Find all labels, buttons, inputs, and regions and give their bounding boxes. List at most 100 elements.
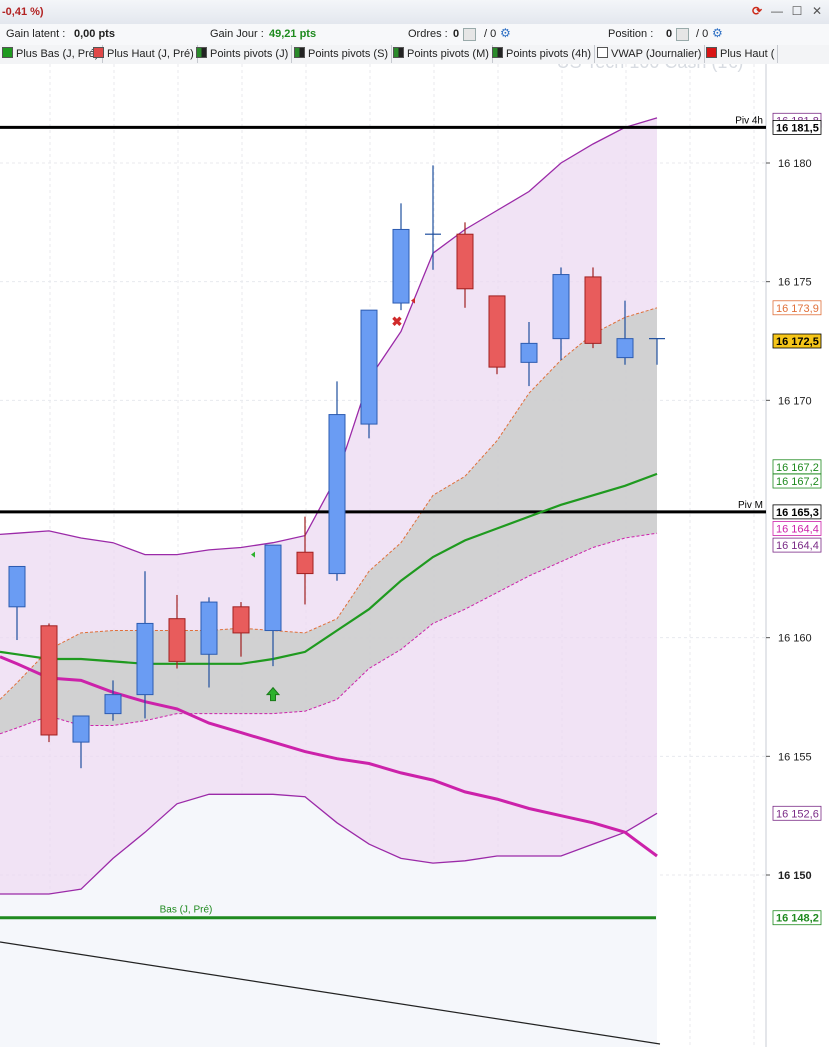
pivot-level-label: Bas (J, Pré) bbox=[160, 905, 213, 916]
candle bbox=[520, 322, 538, 387]
price-label: 16 164,4 bbox=[772, 537, 822, 553]
keltner-band-fill bbox=[0, 307, 657, 734]
legend-item[interactable]: Plus Bas (J, Pré) bbox=[0, 45, 103, 63]
legend-swatch-icon bbox=[597, 47, 608, 58]
candle-body bbox=[584, 276, 602, 344]
price-label-box bbox=[772, 120, 822, 135]
price-label-text: 16 165,3 bbox=[776, 507, 819, 519]
legend-label: VWAP (Journalier) bbox=[611, 48, 702, 60]
legend-item[interactable]: Plus Haut (J, Pré) bbox=[91, 45, 198, 63]
candle bbox=[488, 295, 506, 375]
position-close-icon[interactable] bbox=[676, 28, 689, 41]
price-label-text: 16 167,2 bbox=[776, 476, 819, 488]
ordres-total: / 0 bbox=[484, 28, 497, 40]
candle-body bbox=[104, 694, 122, 715]
legend-item[interactable]: Points pivots (J) bbox=[194, 45, 293, 63]
candle-body bbox=[488, 295, 506, 368]
price-label-text: 16 152,6 bbox=[776, 808, 819, 820]
trend-line bbox=[0, 941, 661, 1045]
price-label-box bbox=[772, 300, 822, 316]
candle bbox=[360, 309, 378, 439]
maximize-icon[interactable]: ☐ bbox=[791, 4, 803, 18]
price-label-box bbox=[772, 504, 822, 520]
candle-body bbox=[552, 274, 570, 340]
pivot-level-label: Piv M bbox=[738, 500, 763, 511]
legend-swatch-icon bbox=[2, 47, 13, 58]
gain-latent-label: Gain latent : bbox=[6, 28, 66, 40]
legend-item[interactable]: Points pivots (M) bbox=[391, 45, 493, 63]
price-label-text: 16 173,9 bbox=[776, 303, 819, 315]
price-label-box bbox=[772, 521, 822, 536]
gain-jour-value: 49,21 pts bbox=[269, 28, 317, 40]
legend-item[interactable]: VWAP (Journalier) bbox=[595, 45, 706, 63]
gain-latent-value: 0,00 pts bbox=[74, 28, 115, 40]
candle-body bbox=[136, 622, 154, 696]
candle bbox=[104, 680, 122, 721]
candle bbox=[392, 203, 410, 311]
bollinger-upper-line bbox=[0, 117, 658, 556]
position-total: / 0 bbox=[696, 28, 709, 40]
price-label-box bbox=[772, 473, 822, 489]
position-count: 0 bbox=[666, 28, 673, 40]
price-label: 16 164,4 bbox=[772, 521, 822, 536]
price-label: 16 167,2 bbox=[772, 459, 822, 475]
candle-body bbox=[264, 544, 282, 632]
price-label-text: 16 181,5 bbox=[776, 122, 819, 134]
candle bbox=[456, 222, 474, 308]
price-label-box bbox=[772, 537, 822, 553]
change-percent: -0,41 %) bbox=[2, 6, 44, 18]
candle bbox=[40, 623, 58, 743]
price-label: 16 152,6 bbox=[772, 805, 822, 821]
y-axis-tick-label: 16 155 bbox=[778, 751, 812, 763]
candle-body bbox=[392, 228, 410, 304]
orders-settings-gear-icon[interactable]: ⚙ bbox=[500, 26, 511, 40]
y-axis-tick-label: 16 160 bbox=[778, 633, 812, 645]
trading-info-bar: Gain latent : 0,00 pts Gain Jour : 49,21… bbox=[0, 24, 829, 46]
price-label-box bbox=[772, 333, 822, 349]
sma-line bbox=[0, 655, 658, 858]
y-axis-tick-label: 16 170 bbox=[778, 395, 812, 407]
chart-watermark: US Tech 100 Cash (1€) bbox=[557, 64, 744, 72]
candle-body bbox=[40, 625, 58, 736]
position-settings-gear-icon[interactable]: ⚙ bbox=[712, 26, 723, 40]
minimize-icon[interactable]: — bbox=[771, 4, 783, 18]
refresh-icon[interactable]: ⟳ bbox=[751, 4, 763, 18]
legend-item[interactable]: Points pivots (S) bbox=[292, 45, 393, 63]
gain-jour-label: Gain Jour : bbox=[210, 28, 264, 40]
price-axis-background bbox=[766, 64, 829, 1047]
candle bbox=[232, 602, 250, 657]
position-label: Position : bbox=[608, 28, 654, 40]
chart-svg[interactable]: US Tech 100 Cash (1€) Piv 4h Piv M Bas (J, … bbox=[0, 52, 829, 1047]
candle-body bbox=[72, 715, 90, 743]
orders-close-icon[interactable] bbox=[463, 28, 476, 41]
candle bbox=[425, 165, 441, 270]
candle bbox=[649, 338, 665, 365]
price-label-text: 16 148,2 bbox=[776, 913, 819, 925]
candle-body bbox=[520, 342, 538, 363]
candle-body bbox=[296, 551, 314, 575]
price-label-box bbox=[772, 805, 822, 821]
close-icon[interactable]: ✕ bbox=[811, 4, 823, 18]
candle bbox=[8, 565, 26, 641]
legend-label: Points pivots (M) bbox=[407, 48, 489, 60]
candle-body bbox=[328, 414, 346, 575]
legend-item[interactable]: Plus Haut ( bbox=[704, 45, 779, 63]
legend-swatch-icon bbox=[393, 47, 404, 58]
price-label-text: 16 172,5 bbox=[776, 336, 819, 348]
price-label: 16 173,9 bbox=[772, 300, 822, 316]
lower-background bbox=[0, 794, 657, 1047]
price-label-text: 16 167,2 bbox=[776, 462, 819, 474]
price-label: 16 165,3 bbox=[772, 504, 822, 520]
signal-marker-icon bbox=[411, 297, 415, 304]
candle-body bbox=[360, 309, 378, 425]
price-label: 16 181,5 bbox=[772, 120, 822, 135]
candle-body bbox=[232, 606, 250, 634]
candle-body bbox=[616, 338, 634, 359]
ordres-label: Ordres : bbox=[408, 28, 448, 40]
signal-marker-icon bbox=[251, 551, 255, 558]
price-chart[interactable]: US Tech 100 Cash (1€) Piv 4h Piv M Bas (J, … bbox=[0, 52, 829, 1047]
legend-label: Plus Haut (J, Pré) bbox=[107, 48, 194, 60]
price-label-text: 16 164,4 bbox=[776, 523, 819, 535]
legend-item[interactable]: Points pivots (4h) bbox=[490, 45, 595, 63]
legend-swatch-icon bbox=[706, 47, 717, 58]
